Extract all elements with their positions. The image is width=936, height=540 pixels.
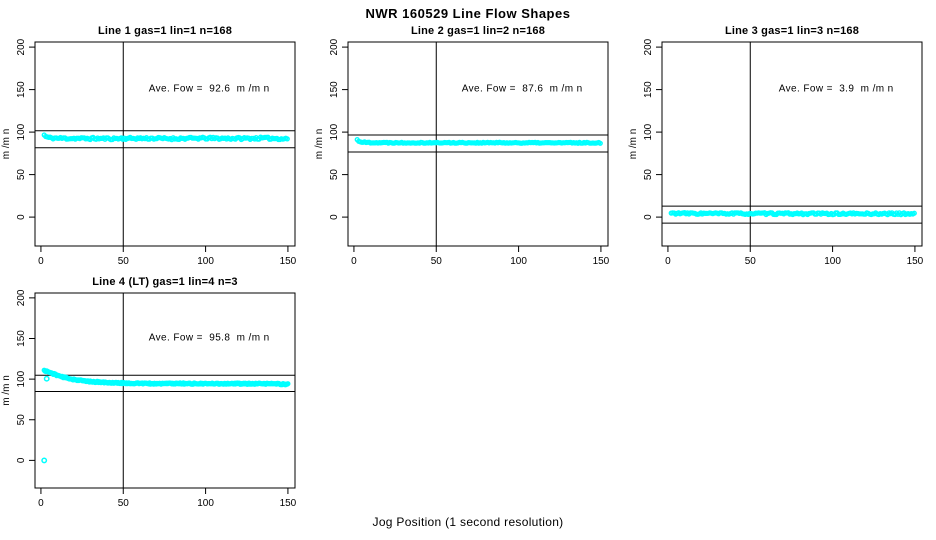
x-tick-label: 0 (665, 256, 671, 267)
y-tick-label: 100 (643, 123, 654, 140)
y-tick-label: 50 (16, 414, 27, 426)
subplot-line-3: Line 3 gas=1 lin=3 n=168 0 50 100 150 0 50 100… (628, 25, 924, 267)
subplot-line-4: Line 4 (LT) gas=1 lin=4 n=3 0 50 100 150 0 50… (1, 276, 297, 509)
subplot-title: Line 2 gas=1 lin=2 n=168 (410, 25, 546, 37)
x-tick-label: 0 (38, 498, 44, 509)
y-tick-label: 150 (329, 81, 340, 98)
x-tick-label: 100 (824, 256, 841, 267)
y-axis-unit-label: m /m n (314, 129, 325, 160)
plot-area: 0 50 100 150 0 50 100 150 200 m /m n (628, 38, 924, 267)
x-tick-label: 150 (593, 256, 610, 267)
x-tick-label: 50 (745, 256, 757, 267)
data-point (285, 381, 291, 387)
plot-area: 0 50 100 150 0 50 100 150 200 m /m n (1, 289, 297, 509)
y-tick-label: 200 (16, 38, 27, 55)
y-tick-label: 0 (643, 214, 654, 220)
data-point (911, 210, 917, 216)
x-tick-label: 0 (351, 256, 357, 267)
y-tick-label: 100 (16, 123, 27, 140)
y-tick-label: 200 (643, 38, 654, 55)
x-tick-label: 100 (197, 498, 214, 509)
x-tick-label: 100 (197, 256, 214, 267)
panel-border (661, 41, 923, 247)
data-point (597, 140, 603, 146)
x-tick-label: 50 (118, 256, 130, 267)
y-tick-label: 200 (329, 38, 340, 55)
panel-border (34, 41, 296, 247)
data-point (284, 136, 290, 142)
y-tick-label: 0 (16, 214, 27, 220)
y-tick-label: 50 (16, 169, 27, 181)
x-tick-label: 50 (118, 498, 130, 509)
y-tick-label: 100 (16, 370, 27, 387)
y-tick-label: 100 (329, 123, 340, 140)
x-tick-label: 100 (510, 256, 527, 267)
panel-border (347, 41, 609, 247)
y-tick-label: 0 (16, 457, 27, 463)
panel-border (34, 292, 296, 489)
ave-flow-annotation: Ave. Fow = 87.6 m /m n (461, 83, 583, 95)
x-tick-label: 150 (907, 256, 924, 267)
plot-area: 0 50 100 150 0 50 100 150 200 m /m n (314, 38, 610, 267)
y-axis-unit-label: m /m n (1, 375, 12, 406)
subplot-line-2: Line 2 gas=1 lin=2 n=168 0 50 100 150 0 50 100… (314, 25, 610, 267)
page-title: NWR 160529 Line Flow Shapes (365, 6, 571, 21)
x-tick-label: 150 (280, 498, 297, 509)
x-tick-label: 50 (431, 256, 443, 267)
data-point-outlier (43, 375, 50, 382)
y-tick-label: 0 (329, 214, 340, 220)
x-tick-label: 150 (280, 256, 297, 267)
subplot-title: Line 3 gas=1 lin=3 n=168 (724, 25, 860, 37)
y-axis-unit-label: m /m n (628, 129, 639, 160)
plot-area: 0 50 100 150 0 50 100 150 200 m /m n (1, 38, 297, 267)
x-axis-label: Jog Position (1 second resolution) (372, 515, 564, 529)
subplot-title: Line 1 gas=1 lin=1 n=168 (97, 25, 233, 37)
data-point-outlier (41, 457, 48, 464)
y-axis-unit-label: m /m n (1, 129, 12, 160)
y-tick-label: 50 (643, 169, 654, 181)
ave-flow-annotation: Ave. Fow = 95.8 m /m n (148, 332, 270, 344)
x-tick-label: 0 (38, 256, 44, 267)
ave-flow-annotation: Ave. Fow = 92.6 m /m n (148, 83, 270, 95)
subplot-line-1: Line 1 gas=1 lin=1 n=168 0 50 100 150 0 50 100… (1, 25, 297, 267)
y-tick-label: 150 (16, 330, 27, 347)
y-tick-label: 150 (643, 81, 654, 98)
ave-flow-annotation: Ave. Fow = 3.9 m /m n (778, 83, 894, 95)
subplot-title: Line 4 (LT) gas=1 lin=4 n=3 (92, 276, 238, 288)
y-tick-label: 150 (16, 81, 27, 98)
y-tick-label: 50 (329, 169, 340, 181)
y-tick-label: 200 (16, 289, 27, 306)
